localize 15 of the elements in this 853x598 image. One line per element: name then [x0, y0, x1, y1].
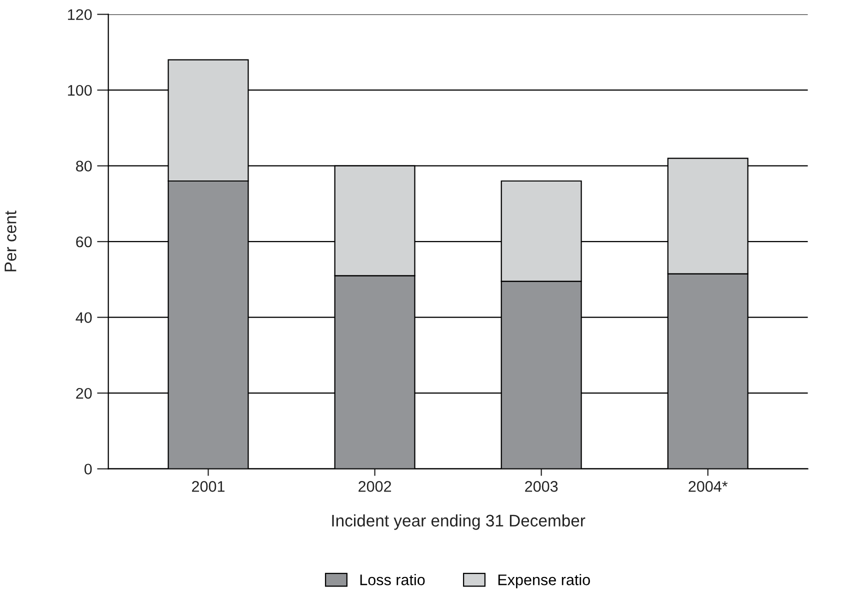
- y-axis-title: Per cent: [4, 210, 16, 272]
- y-tick-label: 20: [76, 388, 92, 399]
- y-tick-label: 60: [76, 236, 92, 248]
- x-tick-label: 2002: [358, 481, 392, 492]
- legend-label: Expense ratio: [498, 574, 590, 588]
- y-tick-label: 0: [84, 464, 92, 475]
- y-tick-label: 40: [76, 312, 92, 324]
- x-tick-label: 2004*: [688, 481, 728, 492]
- y-tick-label: 100: [68, 84, 92, 96]
- legend-label: Loss ratio: [360, 574, 425, 586]
- x-tick-label: 2001: [192, 481, 225, 492]
- y-tick-label: 80: [76, 160, 92, 172]
- x-axis-title: Incident year ending 31 December: [332, 514, 586, 530]
- x-tick-label: 2003: [525, 481, 558, 492]
- y-tick-label: 120: [68, 9, 92, 20]
